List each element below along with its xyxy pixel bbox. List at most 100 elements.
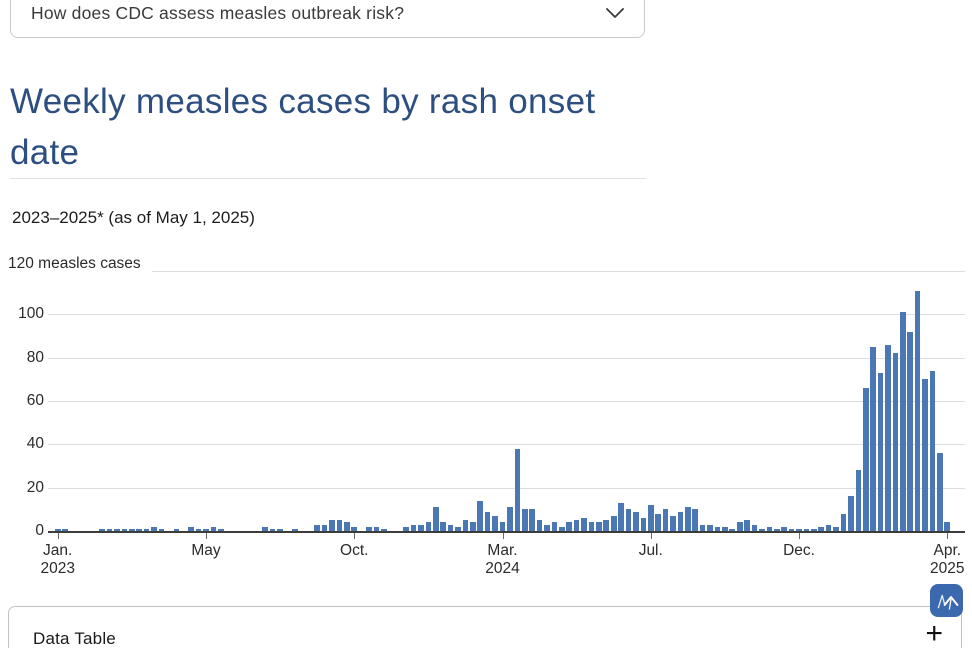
bar-week-98 bbox=[773, 528, 780, 531]
bar-week-81 bbox=[647, 505, 654, 531]
bar-week-117 bbox=[914, 290, 921, 531]
bar-week-92 bbox=[729, 528, 736, 531]
bar-week-89 bbox=[707, 524, 713, 531]
x-tick-label: Mar. 2024 bbox=[485, 542, 520, 577]
y-tick-label: 80 bbox=[26, 348, 44, 366]
bar-week-48 bbox=[403, 526, 409, 531]
bar-week-9 bbox=[114, 528, 120, 531]
plus-icon: + bbox=[925, 617, 943, 648]
bar-week-23 bbox=[217, 528, 224, 531]
bar-week-52 bbox=[432, 507, 439, 531]
bar-week-40 bbox=[344, 522, 350, 531]
x-tick-mark bbox=[354, 533, 356, 539]
bar-week-38 bbox=[329, 520, 335, 531]
bar-week-91 bbox=[722, 526, 728, 531]
gridline-60 bbox=[48, 401, 965, 402]
bar-week-102 bbox=[803, 528, 810, 531]
bar-week-112 bbox=[877, 372, 884, 531]
accordion-question: How does CDC assess measles outbreak ris… bbox=[31, 2, 405, 23]
bar-week-80 bbox=[640, 518, 647, 531]
bar-week-2 bbox=[62, 528, 68, 531]
y-tick-label: 40 bbox=[26, 435, 44, 453]
bar-week-20 bbox=[195, 528, 202, 531]
bar-week-66 bbox=[536, 520, 543, 531]
bar-week-14 bbox=[151, 526, 157, 531]
bar-week-76 bbox=[610, 515, 617, 531]
y-tick-label: 0 bbox=[35, 522, 44, 539]
bar-week-50 bbox=[418, 524, 424, 531]
bar-week-100 bbox=[788, 528, 795, 531]
x-tick-label: Jul. bbox=[638, 542, 663, 559]
x-tick-mark bbox=[650, 533, 652, 539]
x-tick-label: Oct. bbox=[340, 542, 369, 559]
bar-week-115 bbox=[899, 312, 906, 531]
bar-week-10 bbox=[121, 528, 128, 531]
bar-week-74 bbox=[596, 522, 602, 531]
bar-week-56 bbox=[462, 520, 469, 531]
bar-week-37 bbox=[321, 524, 328, 531]
x-tick-label: Apr. 2025 bbox=[930, 542, 965, 577]
gridline-20 bbox=[48, 487, 965, 489]
bar-week-1 bbox=[54, 528, 61, 531]
bar-week-67 bbox=[544, 524, 550, 531]
weekly-cases-chart: 120 measles cases 0 20 40 60 80 100 Jan. 2023 Ma… bbox=[0, 255, 972, 585]
title-divider bbox=[10, 178, 646, 179]
bar-week-90 bbox=[714, 526, 721, 531]
bar-week-69 bbox=[558, 526, 565, 531]
bar-week-113 bbox=[885, 344, 891, 531]
bar-week-85 bbox=[677, 511, 684, 531]
data-table-label: Data Table bbox=[33, 629, 116, 648]
x-tick-label: May bbox=[191, 542, 221, 559]
x-tick-mark bbox=[57, 533, 59, 539]
outbreak-risk-accordion[interactable]: How does CDC assess measles outbreak ris… bbox=[10, 0, 645, 38]
bar-week-116 bbox=[907, 331, 914, 531]
bar-week-68 bbox=[551, 522, 558, 531]
bar-week-70 bbox=[566, 522, 573, 531]
bar-week-107 bbox=[840, 513, 847, 531]
bar-week-72 bbox=[581, 518, 587, 531]
bar-week-64 bbox=[521, 509, 528, 531]
bar-week-104 bbox=[818, 526, 825, 531]
bar-week-15 bbox=[158, 528, 165, 531]
bar-week-60 bbox=[492, 515, 498, 531]
bar-week-96 bbox=[759, 528, 765, 531]
bar-week-59 bbox=[484, 511, 491, 531]
bar-week-7 bbox=[99, 528, 105, 531]
bar-week-29 bbox=[262, 526, 269, 531]
bar-week-121 bbox=[944, 522, 951, 531]
bar-week-51 bbox=[425, 522, 432, 531]
bar-week-111 bbox=[870, 346, 876, 531]
bar-week-21 bbox=[203, 528, 209, 531]
data-table-accordion[interactable]: Data Table + bbox=[8, 606, 962, 648]
bar-week-82 bbox=[655, 513, 661, 531]
bar-week-57 bbox=[470, 522, 476, 531]
bar-week-86 bbox=[685, 507, 691, 531]
bar-week-83 bbox=[662, 509, 669, 531]
gridline-40 bbox=[48, 444, 965, 446]
gridline-80 bbox=[48, 357, 965, 359]
bar-week-33 bbox=[292, 528, 298, 531]
y-axis-top-label: 120 measles cases bbox=[8, 255, 147, 273]
bar-week-78 bbox=[625, 509, 632, 531]
y-tick-label: 100 bbox=[18, 305, 44, 323]
bar-week-17 bbox=[173, 528, 180, 531]
bar-week-12 bbox=[136, 528, 143, 531]
chevron-down-icon bbox=[606, 7, 624, 18]
bar-week-99 bbox=[781, 526, 787, 531]
bar-week-53 bbox=[440, 522, 446, 531]
bar-week-44 bbox=[373, 526, 380, 531]
page-title: Weekly measles cases by rash onset date bbox=[10, 82, 596, 172]
bar-week-79 bbox=[633, 511, 639, 531]
bar-week-120 bbox=[937, 453, 943, 531]
page-subtitle: 2023–2025* (as of May 1, 2025) bbox=[12, 208, 255, 227]
bar-week-108 bbox=[848, 496, 854, 531]
x-tick-mark bbox=[799, 533, 801, 539]
bar-week-36 bbox=[314, 524, 320, 531]
back-to-top-button[interactable] bbox=[930, 584, 963, 617]
x-tick-label: Jan. 2023 bbox=[40, 542, 75, 577]
x-tick-label: Dec. bbox=[783, 542, 815, 559]
bar-week-119 bbox=[929, 370, 936, 531]
bar-week-61 bbox=[499, 522, 506, 531]
bar-week-30 bbox=[269, 528, 276, 531]
gridline-100 bbox=[48, 314, 965, 316]
